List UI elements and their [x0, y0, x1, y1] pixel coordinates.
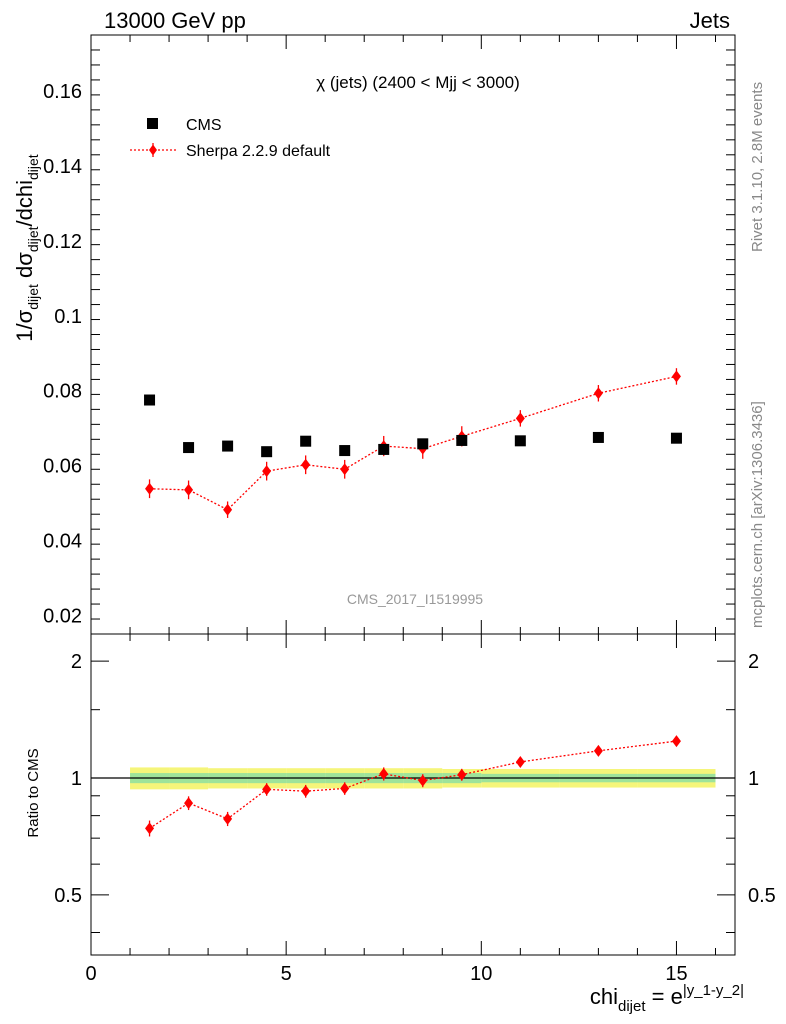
legend-cms-label: CMS	[186, 117, 222, 134]
legend-sherpa-label: Sherpa 2.2.9 default	[186, 143, 331, 160]
cms-point	[514, 435, 526, 447]
x-axis-title: chidijet = e|y_1-y_2|	[590, 982, 744, 1015]
ratio-tick-label: 2	[71, 651, 82, 673]
sherpa-point	[515, 412, 525, 425]
rivet-version-label: Rivet 3.1.10, 2.8M events	[749, 82, 766, 252]
legend-cms-marker	[147, 118, 158, 129]
sherpa-point	[184, 483, 194, 496]
y-tick-label: 0.14	[43, 156, 82, 178]
cms-point	[183, 442, 195, 454]
ratio-point	[593, 744, 603, 757]
cms-point	[339, 445, 351, 457]
legend-sherpa-marker	[149, 144, 157, 156]
y-tick-label: 0.16	[43, 81, 82, 103]
x-tick-label: 0	[85, 963, 96, 985]
sherpa-line	[149, 375, 677, 511]
y-tick-label: 0.12	[43, 231, 82, 253]
cms-point	[261, 446, 273, 458]
cms-point	[144, 394, 156, 406]
ratio-point	[262, 783, 272, 796]
ratio-point	[301, 785, 311, 798]
ratio-tick-label-right: 0.5	[748, 885, 776, 907]
analysis-watermark: CMS_2017_I1519995	[347, 591, 483, 607]
ratio-point	[340, 782, 350, 795]
ratio-point	[457, 768, 467, 781]
ratio-point	[184, 797, 194, 810]
y-tick-label: 0.04	[43, 530, 82, 552]
x-tick-label: 15	[665, 963, 687, 985]
ratio-axis-title: Ratio to CMS	[25, 748, 42, 837]
legend: CMS Sherpa 2.2.9 default	[130, 117, 331, 160]
sherpa-point	[340, 463, 350, 476]
cms-point	[592, 431, 604, 443]
sherpa-point	[593, 387, 603, 400]
ratio-tick-label: 1	[71, 768, 82, 790]
y-tick-label: 0.08	[43, 381, 82, 403]
ratio-tick-label-right: 1	[748, 768, 759, 790]
y-axis-title: 1/σdijet dσdijet/dchidijet	[12, 154, 41, 342]
sherpa-point	[262, 465, 272, 478]
plot-title: χ (jets) (2400 < Mjj < 3000)	[316, 73, 520, 92]
sherpa-point	[671, 370, 681, 383]
x-tick-label: 10	[470, 963, 492, 985]
y-tick-label: 0.1	[54, 306, 82, 328]
sherpa-point	[223, 503, 233, 516]
ratio-tick-label-right: 2	[748, 651, 759, 673]
ratio-point	[418, 774, 428, 787]
ratio-point	[671, 735, 681, 748]
ratio-line	[149, 740, 677, 829]
sherpa-point	[301, 458, 311, 471]
ratio-tick-label: 0.5	[54, 885, 82, 907]
cms-point	[670, 432, 682, 444]
sherpa-point	[145, 482, 155, 495]
ratio-point	[145, 822, 155, 835]
header-right-label: Jets	[690, 8, 730, 33]
y-tick-label: 0.02	[43, 605, 82, 627]
mcplots-label: mcplots.cern.ch [arXiv:1306.3436]	[749, 401, 766, 628]
data-marks	[144, 368, 682, 837]
ratio-point	[515, 755, 525, 768]
ratio-panel-frame	[90, 633, 736, 956]
y-tick-label: 0.06	[43, 456, 82, 478]
ratio-point	[379, 767, 389, 780]
header-left-label: 13000 GeV pp	[104, 8, 246, 33]
cms-point	[417, 438, 429, 450]
cms-point	[300, 435, 312, 447]
cms-point	[222, 440, 234, 452]
ratio-point	[223, 812, 233, 825]
cms-point	[456, 434, 468, 446]
axes: 0 5 10 15 0.02 0.04 0.06 0.08 0.1 0.12 0.14 0.16 0.5…	[43, 34, 776, 985]
cms-point	[378, 443, 390, 455]
x-tick-label: 5	[281, 963, 292, 985]
